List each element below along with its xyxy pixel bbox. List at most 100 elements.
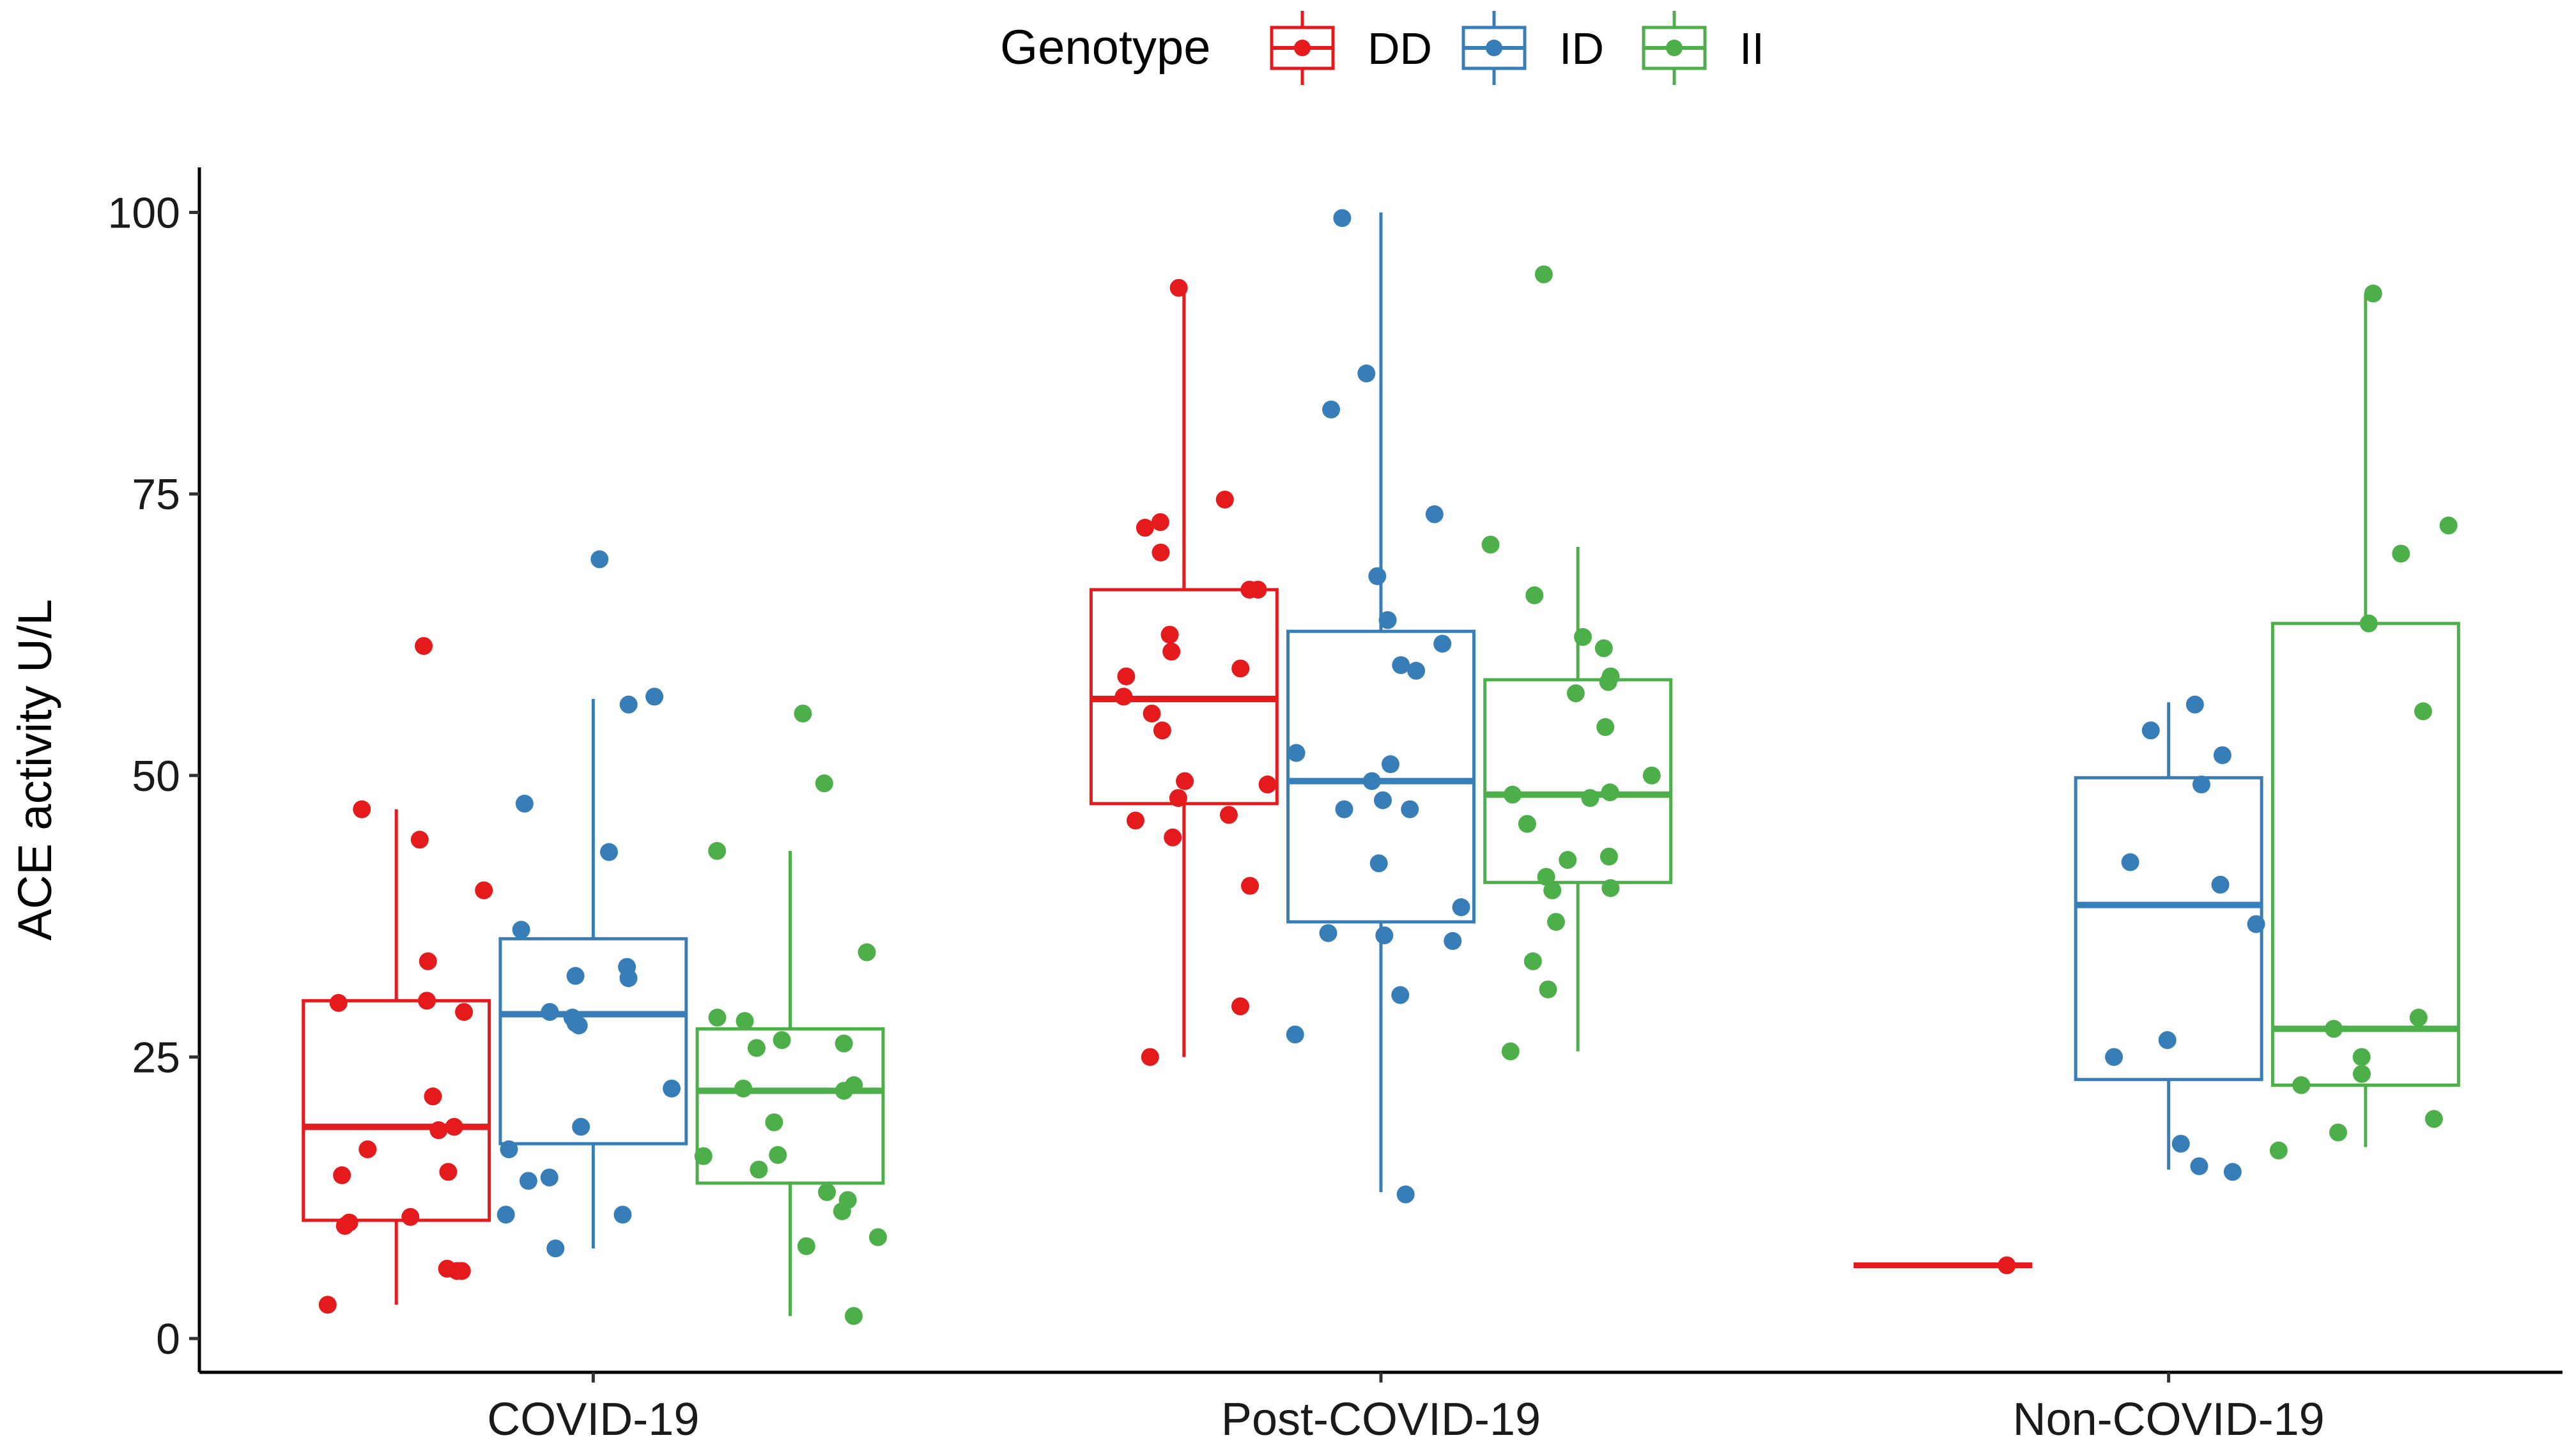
data-point — [818, 1183, 836, 1201]
data-point — [1319, 924, 1337, 942]
data-point — [1392, 656, 1410, 675]
box-rect — [695, 1027, 885, 1185]
data-point — [519, 1172, 537, 1190]
data-point — [858, 943, 876, 962]
y-axis-title: ACE activity U/L — [8, 599, 61, 941]
x-tick-label: Post-COVID-19 — [1221, 1394, 1541, 1445]
legend-label: II — [1739, 24, 1764, 73]
data-point — [797, 1237, 815, 1255]
data-point — [835, 1034, 853, 1053]
legend-key-point — [1294, 40, 1311, 56]
y-tick-label: 100 — [108, 189, 180, 238]
data-point — [2352, 1048, 2371, 1066]
data-point — [1539, 980, 1557, 999]
data-point — [515, 794, 534, 813]
data-point — [1501, 1042, 1520, 1061]
data-point — [1362, 772, 1381, 790]
data-point — [1391, 986, 1410, 1004]
data-point — [734, 1079, 753, 1098]
data-point — [1425, 505, 1444, 523]
data-point — [329, 993, 348, 1012]
data-point — [1241, 877, 1260, 895]
data-point — [1374, 791, 1392, 809]
data-point — [1164, 828, 1182, 847]
data-point — [1169, 789, 1187, 808]
legend-item-dd: DD — [1270, 11, 1432, 85]
box-dd-covid-19 — [302, 637, 493, 1314]
box-rect — [2270, 622, 2460, 1087]
data-point — [1368, 567, 1387, 585]
data-point — [1117, 667, 1136, 686]
data-point — [1407, 661, 1426, 680]
data-point — [540, 1169, 559, 1187]
data-point — [566, 967, 585, 985]
data-point — [619, 969, 638, 988]
data-point — [2292, 1076, 2311, 1094]
data-point — [1401, 800, 1419, 818]
data-point — [2439, 516, 2458, 535]
data-point — [2364, 284, 2382, 303]
data-point — [1599, 847, 1618, 866]
data-point — [2247, 915, 2265, 933]
legend-label: ID — [1559, 24, 1604, 73]
data-point — [773, 1031, 791, 1050]
data-point — [1504, 785, 1522, 804]
data-point — [1333, 209, 1352, 227]
data-point — [448, 1262, 466, 1280]
box-ii-covid-19 — [694, 704, 887, 1325]
data-point — [1126, 811, 1144, 830]
data-point — [353, 800, 371, 818]
data-point — [500, 1140, 518, 1159]
data-point — [1136, 519, 1154, 537]
data-point — [1481, 535, 1500, 554]
data-point — [1231, 659, 1250, 678]
data-point — [1286, 1025, 1304, 1044]
data-point — [2424, 1110, 2443, 1128]
legend-item-id: ID — [1461, 11, 1604, 85]
data-point — [2185, 695, 2204, 714]
legend-key-point — [1666, 40, 1683, 56]
data-point — [2190, 1157, 2208, 1176]
data-point — [512, 921, 530, 939]
data-point — [1559, 851, 1577, 870]
data-point — [1396, 1185, 1415, 1204]
data-point — [445, 1117, 463, 1136]
data-point — [1599, 673, 1617, 691]
data-point — [2158, 1031, 2177, 1050]
data-point — [844, 1307, 863, 1325]
box-rect — [302, 999, 491, 1222]
data-point — [815, 774, 833, 793]
data-point — [1381, 755, 1399, 774]
data-point — [1357, 364, 1376, 383]
y-tick-label: 0 — [156, 1315, 180, 1363]
data-point — [2392, 544, 2410, 563]
plot-area — [302, 209, 2460, 1325]
x-tick-label: Non-COVID-19 — [2013, 1394, 2325, 1445]
data-point — [1547, 912, 1566, 931]
data-point — [599, 843, 618, 861]
box-dd-non-covid-19 — [1853, 1256, 2033, 1275]
box-id-covid-19 — [497, 550, 688, 1258]
data-point — [1543, 881, 1562, 900]
data-point — [1335, 800, 1353, 818]
box-rect — [1483, 678, 1673, 884]
data-point — [401, 1207, 420, 1226]
data-point — [750, 1160, 768, 1179]
data-point — [1566, 684, 1585, 703]
data-point — [1114, 687, 1133, 706]
data-point — [318, 1296, 337, 1314]
data-point — [1369, 854, 1388, 873]
data-point — [794, 704, 812, 723]
data-point — [2141, 721, 2160, 740]
legend-label: DD — [1368, 24, 1432, 73]
data-point — [1433, 634, 1452, 653]
data-point — [1160, 625, 1179, 644]
data-point — [2121, 853, 2139, 871]
data-point — [1574, 628, 1592, 647]
data-point — [1143, 704, 1161, 723]
data-point — [1176, 772, 1194, 790]
data-point — [1375, 926, 1394, 945]
data-point — [2269, 1141, 2288, 1160]
data-point — [1998, 1256, 2016, 1275]
series-ii — [694, 265, 2460, 1325]
